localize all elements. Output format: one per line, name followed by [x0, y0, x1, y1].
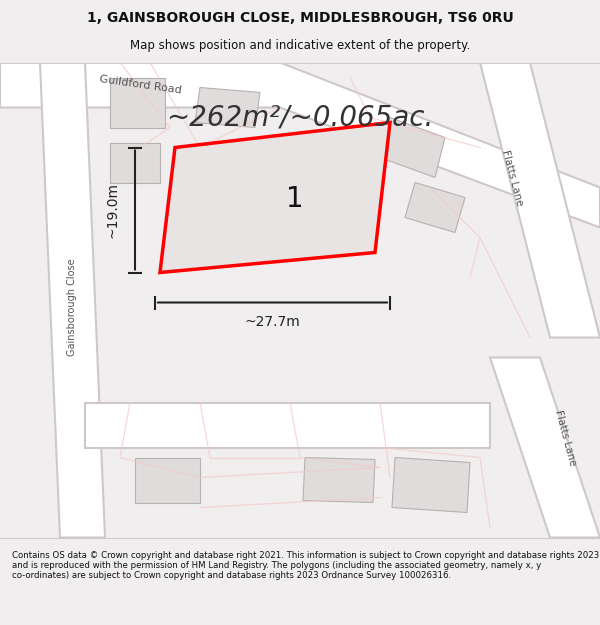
Text: Map shows position and indicative extent of the property.: Map shows position and indicative extent…: [130, 39, 470, 51]
Polygon shape: [195, 88, 260, 128]
Polygon shape: [160, 122, 390, 272]
Text: ~19.0m: ~19.0m: [106, 182, 120, 238]
Polygon shape: [480, 62, 600, 338]
Text: ~262m²/~0.065ac.: ~262m²/~0.065ac.: [166, 104, 434, 131]
Text: Contains OS data © Crown copyright and database right 2021. This information is : Contains OS data © Crown copyright and d…: [12, 551, 599, 581]
Text: ~27.7m: ~27.7m: [245, 316, 301, 329]
Polygon shape: [40, 62, 105, 538]
Text: Guildford Road: Guildford Road: [98, 74, 182, 95]
Polygon shape: [0, 62, 600, 228]
Polygon shape: [405, 182, 465, 232]
Polygon shape: [303, 458, 375, 503]
Polygon shape: [85, 402, 490, 448]
Polygon shape: [392, 458, 470, 512]
Polygon shape: [135, 458, 200, 503]
Polygon shape: [110, 142, 160, 182]
Text: Flatts Lane: Flatts Lane: [500, 149, 524, 206]
Polygon shape: [380, 118, 445, 178]
Text: Flatts Lane: Flatts Lane: [553, 409, 577, 466]
Polygon shape: [110, 78, 165, 128]
Polygon shape: [490, 357, 600, 538]
Text: 1: 1: [286, 185, 304, 213]
Text: Gainsborough Close: Gainsborough Close: [67, 259, 77, 356]
Text: 1, GAINSBOROUGH CLOSE, MIDDLESBROUGH, TS6 0RU: 1, GAINSBOROUGH CLOSE, MIDDLESBROUGH, TS…: [86, 11, 514, 24]
